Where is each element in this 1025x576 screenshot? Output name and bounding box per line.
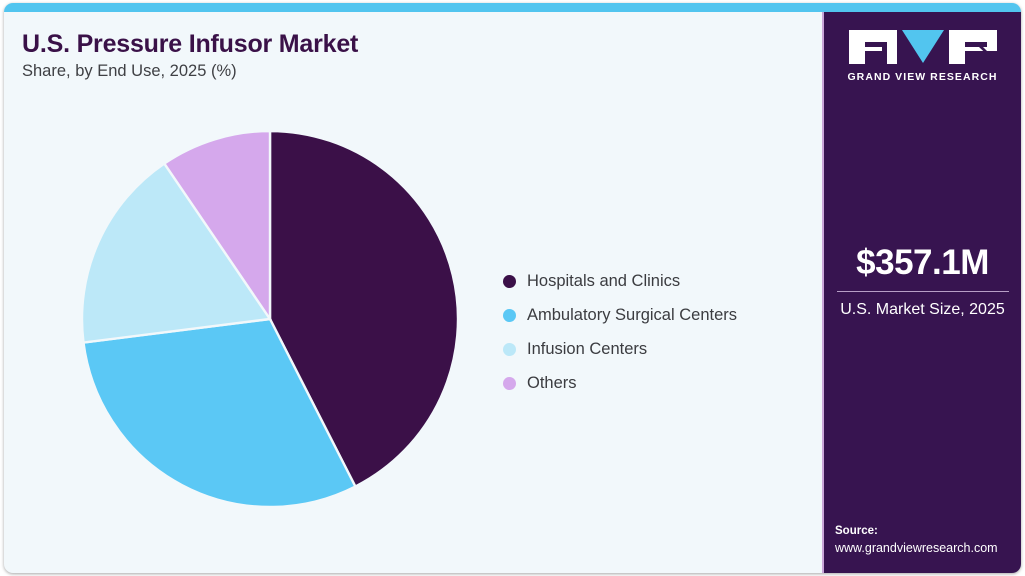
legend-item-label: Ambulatory Surgical Centers bbox=[527, 305, 738, 324]
legend-item-label: Hospitals and Clinics bbox=[527, 271, 681, 290]
legend-swatch-icon bbox=[503, 342, 516, 356]
gvr-logo-icon bbox=[848, 30, 997, 64]
source-block: Source: www.grandviewresearch.com bbox=[835, 523, 1014, 557]
pie-chart bbox=[80, 129, 460, 509]
legend-item-label: Infusion Centers bbox=[527, 339, 648, 358]
chart-legend: Hospitals and Clinics Ambulatory Surgica… bbox=[503, 264, 737, 400]
top-accent-bar bbox=[4, 3, 1021, 12]
legend-item-infusion-centers[interactable]: Infusion Centers bbox=[503, 332, 737, 366]
legend-item-ambulatory-surgical-centers[interactable]: Ambulatory Surgical Centers bbox=[503, 298, 737, 332]
page-title: U.S. Pressure Infusor Market bbox=[22, 30, 359, 58]
pie-slice[interactable] bbox=[268, 129, 460, 489]
legend-swatch-icon bbox=[503, 274, 516, 288]
pie-chart-svg bbox=[80, 129, 460, 509]
pie-slice[interactable] bbox=[162, 129, 272, 323]
legend-item-others[interactable]: Others bbox=[503, 366, 737, 400]
side-panel: GRAND VIEW RESEARCH $357.1M U.S. Market … bbox=[822, 12, 1021, 573]
market-size-caption: U.S. Market Size, 2025 bbox=[840, 300, 1005, 318]
legend-item-label: Others bbox=[527, 373, 577, 392]
brand-logo: GRAND VIEW RESEARCH bbox=[824, 30, 1021, 83]
source-url[interactable]: www.grandviewresearch.com bbox=[835, 541, 998, 556]
chart-area: U.S. Pressure Infusor Market Share, by E… bbox=[4, 12, 822, 573]
pie-slice[interactable] bbox=[82, 317, 357, 509]
legend-item-hospitals-and-clinics[interactable]: Hospitals and Clinics bbox=[503, 264, 737, 298]
legend-swatch-icon bbox=[503, 376, 516, 390]
pie-slice[interactable] bbox=[80, 161, 273, 344]
page-subtitle: Share, by End Use, 2025 (%) bbox=[22, 62, 237, 80]
legend-swatch-icon bbox=[503, 308, 516, 322]
brand-name: GRAND VIEW RESEARCH bbox=[847, 71, 998, 83]
source-label: Source: bbox=[835, 524, 878, 537]
market-size-value: $357.1M bbox=[856, 243, 989, 282]
market-size-stat: $357.1M U.S. Market Size, 2025 bbox=[824, 243, 1021, 320]
infographic-card: U.S. Pressure Infusor Market Share, by E… bbox=[4, 3, 1021, 573]
stat-divider bbox=[836, 290, 1009, 292]
